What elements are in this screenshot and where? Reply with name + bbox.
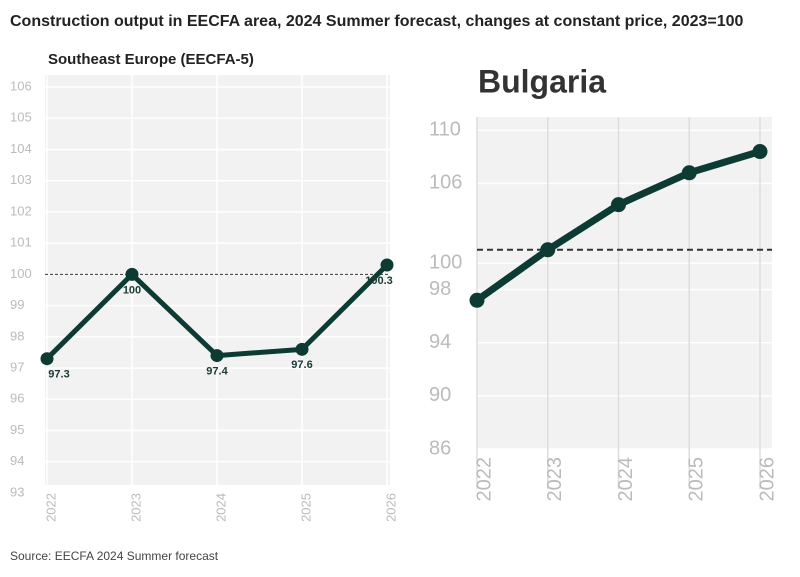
y-tick-label: 106 bbox=[10, 78, 32, 93]
y-tick-label: 94 bbox=[10, 453, 24, 468]
y-tick-label: 97 bbox=[10, 360, 24, 375]
x-tick-label: 2024 bbox=[213, 493, 228, 522]
y-tick-label: 98 bbox=[10, 328, 24, 343]
y-tick-label: 98 bbox=[429, 278, 451, 300]
data-label: 97.3 bbox=[48, 369, 69, 381]
y-tick-label: 106 bbox=[429, 172, 462, 194]
y-tick-label: 102 bbox=[10, 203, 32, 218]
y-tick-label: 110 bbox=[429, 119, 461, 141]
y-tick-label: 96 bbox=[10, 391, 24, 406]
y-tick-label: 99 bbox=[10, 297, 24, 312]
y-tick-label: 103 bbox=[10, 172, 32, 187]
point bbox=[469, 292, 485, 308]
plot-background bbox=[477, 117, 772, 449]
point bbox=[380, 258, 394, 272]
point bbox=[540, 242, 556, 258]
y-tick-label: 95 bbox=[10, 422, 24, 437]
y-tick-label: 100 bbox=[429, 251, 462, 273]
point bbox=[210, 349, 224, 363]
y-tick-label: 101 bbox=[10, 235, 32, 250]
x-tick-label: 2025 bbox=[298, 493, 313, 522]
chart-title: Southeast Europe (EECFA-5) bbox=[48, 51, 254, 68]
page-title: Construction output in EECFA area, 2024 … bbox=[10, 13, 744, 30]
point bbox=[295, 342, 309, 356]
x-tick-label: 2023 bbox=[128, 493, 143, 522]
y-tick-label: 90 bbox=[429, 384, 451, 406]
data-label: 100.3 bbox=[365, 275, 393, 287]
data-label: 97.6 bbox=[291, 359, 312, 371]
x-tick-label: 2023 bbox=[544, 457, 566, 502]
point bbox=[125, 267, 139, 281]
x-tick-label: 2026 bbox=[756, 457, 778, 502]
y-tick-label: 104 bbox=[10, 141, 32, 156]
y-tick-label: 105 bbox=[10, 110, 32, 125]
y-tick-label: 93 bbox=[10, 484, 24, 499]
x-tick-label: 2025 bbox=[686, 457, 708, 502]
data-label: 100 bbox=[123, 284, 141, 296]
x-tick-label: 2022 bbox=[43, 493, 58, 522]
point bbox=[611, 197, 626, 213]
x-tick-label: 2022 bbox=[473, 457, 495, 502]
point bbox=[681, 165, 697, 181]
y-tick-label: 86 bbox=[429, 437, 451, 459]
y-tick-label: 100 bbox=[10, 266, 32, 281]
x-tick-label: 2026 bbox=[383, 493, 398, 522]
chart-title: Bulgaria bbox=[478, 63, 606, 99]
data-label: 97.4 bbox=[206, 365, 228, 377]
x-tick-label: 2024 bbox=[615, 457, 637, 502]
y-tick-label: 94 bbox=[429, 331, 451, 353]
point bbox=[752, 144, 768, 160]
point bbox=[40, 352, 54, 366]
source: Source: EECFA 2024 Summer forecast bbox=[10, 549, 219, 563]
